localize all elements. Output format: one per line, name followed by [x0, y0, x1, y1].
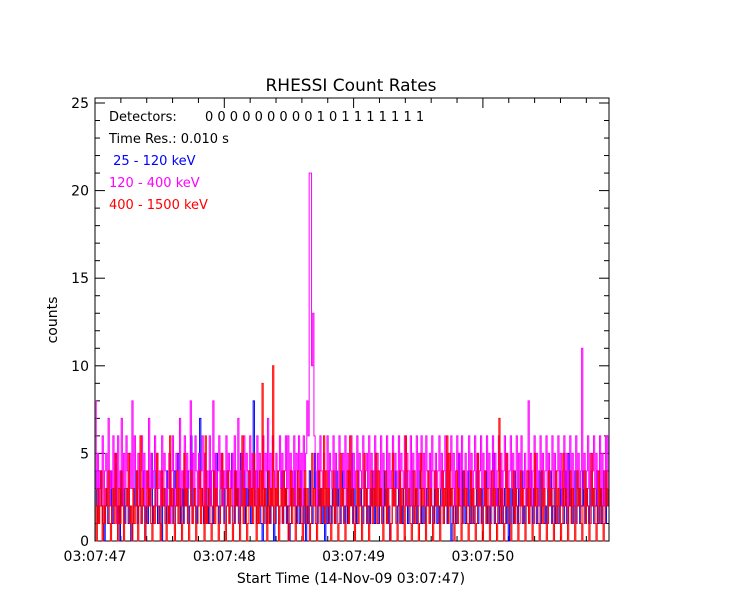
time-resolution: Time Res.: 0.010 s: [108, 132, 229, 147]
x-tick-label: 03:07:49: [322, 549, 385, 565]
legend-400-1500-kev: 400 - 1500 keV: [109, 198, 208, 213]
x-tick-label: 03:07:48: [193, 549, 256, 565]
x-tick-label: 03:07:47: [64, 549, 127, 565]
y-tick-label: 5: [80, 446, 89, 462]
chart-title: RHESSI Count Rates: [265, 76, 436, 96]
x-axis: 03:07:47 03:07:48 03:07:49 03:07:50: [64, 98, 587, 565]
series-400-1500-kev: [95, 365, 609, 542]
detectors-label: Detectors:: [109, 110, 177, 125]
y-tick-label: 15: [71, 271, 89, 287]
y-axis-label: counts: [45, 297, 61, 344]
y-tick-label: 10: [71, 359, 89, 375]
y-tick-label: 0: [80, 534, 89, 550]
legend-120-400-kev: 120 - 400 keV: [109, 176, 200, 191]
series-120-400-kev: [95, 172, 609, 524]
legend-25-120-kev: 25 - 120 keV: [109, 154, 196, 169]
series-layer: [95, 172, 609, 542]
x-tick-label: 03:07:50: [451, 549, 514, 565]
y-tick-label: 25: [71, 96, 89, 112]
plot-frame: [94, 97, 610, 542]
detectors-value: 0 0 0 0 0 0 0 0 0 1 0 1 1 1 1 1 1 1: [205, 110, 424, 125]
x-axis-label: Start Time (14-Nov-09 03:07:47): [237, 571, 465, 587]
y-tick-label: 20: [71, 184, 89, 200]
